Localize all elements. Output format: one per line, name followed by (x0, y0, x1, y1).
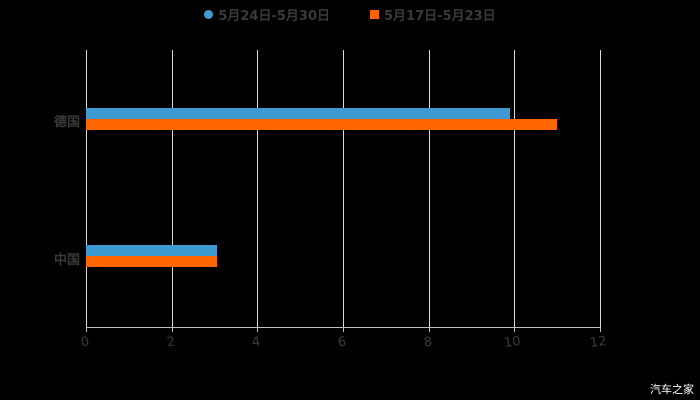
bar-china-week1[interactable] (86, 245, 217, 256)
bar-germany-week1[interactable] (86, 108, 510, 119)
legend: 5月24日-5月30日 5月17日-5月23日 (0, 5, 700, 24)
tick-label: 6 (337, 334, 348, 351)
tick-label: 2 (165, 334, 177, 351)
watermark-logo: 汽车之家 (650, 383, 694, 396)
legend-label: 5月17日-5月23日 (384, 8, 496, 24)
gridline (600, 50, 601, 327)
tick (600, 327, 601, 332)
gridline (171, 50, 173, 327)
circle-marker-icon (204, 9, 214, 19)
category-label: 德国 (53, 115, 80, 130)
bar-germany-week2[interactable] (86, 119, 558, 130)
tick (86, 327, 87, 332)
tick (257, 327, 259, 332)
legend-label: 5月24日-5月30日 (218, 8, 330, 24)
tick (343, 327, 344, 332)
tick-label: 0 (80, 334, 91, 351)
gridline (343, 50, 344, 327)
legend-item-week2[interactable]: 5月17日-5月23日 (370, 5, 496, 24)
bar-china-week2[interactable] (86, 256, 217, 267)
tick-label: 8 (422, 334, 434, 351)
gridline (86, 50, 87, 327)
tick (428, 327, 430, 332)
tick (514, 327, 516, 332)
gridline (257, 50, 259, 327)
gridline (514, 50, 516, 327)
square-marker-icon (370, 9, 379, 19)
tick-label: 4 (251, 334, 262, 351)
legend-item-week1[interactable]: 5月24日-5月30日 (204, 5, 330, 24)
category-label: 中国 (53, 253, 80, 268)
tick-label: 10 (503, 333, 522, 352)
tick-label: 12 (589, 333, 608, 352)
tick (171, 327, 173, 332)
gridline (428, 50, 430, 327)
plot-area (86, 50, 601, 327)
